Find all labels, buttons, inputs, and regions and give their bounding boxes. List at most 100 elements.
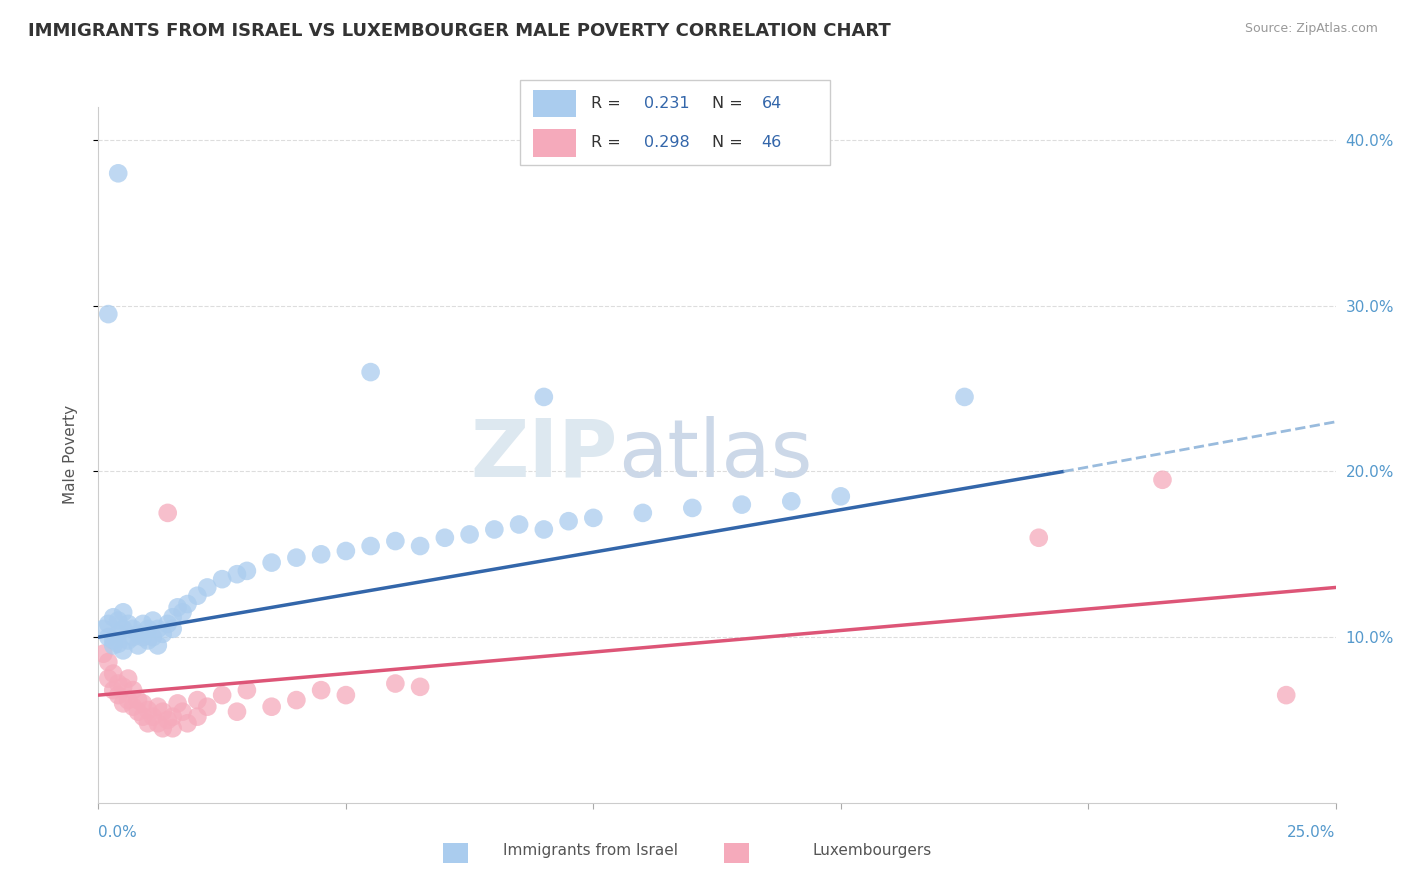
Text: R =: R = (592, 95, 626, 111)
Point (172, 705, 194, 719)
Point (830, 489, 852, 503)
Point (236, 683, 259, 698)
Point (122, 683, 145, 698)
Point (156, 616, 179, 631)
Point (260, 699, 283, 714)
Point (260, 556, 283, 570)
Point (186, 589, 208, 603)
Point (97, 630, 120, 644)
Point (136, 633, 159, 648)
Text: R =: R = (592, 136, 626, 151)
Point (122, 622, 145, 636)
Point (136, 703, 159, 717)
Point (211, 572, 233, 586)
Point (1028, 531, 1050, 545)
Point (162, 721, 184, 735)
Text: Luxembourgers: Luxembourgers (813, 843, 931, 858)
Point (127, 705, 149, 719)
Point (1275, 688, 1298, 702)
Point (172, 605, 194, 619)
Point (127, 627, 149, 641)
FancyBboxPatch shape (520, 80, 830, 165)
Point (93, 622, 115, 636)
Point (107, 637, 129, 651)
Point (127, 639, 149, 653)
Point (533, 523, 555, 537)
Point (146, 639, 169, 653)
Point (309, 683, 332, 698)
Point (142, 614, 165, 628)
Point (409, 539, 432, 553)
Point (186, 709, 208, 723)
Point (107, 166, 129, 180)
Point (166, 697, 188, 711)
Text: 25.0%: 25.0% (1288, 825, 1336, 840)
Text: atlas: atlas (619, 416, 813, 494)
Point (309, 547, 332, 561)
Point (93, 647, 115, 661)
Point (122, 630, 145, 644)
Point (136, 716, 159, 731)
FancyBboxPatch shape (533, 89, 576, 117)
Point (97, 672, 120, 686)
Text: N =: N = (711, 95, 748, 111)
Text: ZIP: ZIP (471, 416, 619, 494)
Point (117, 693, 139, 707)
Point (508, 517, 530, 532)
Point (285, 550, 308, 565)
Point (176, 597, 198, 611)
Point (142, 630, 165, 644)
Point (152, 627, 174, 641)
Point (132, 630, 155, 644)
Point (107, 614, 129, 628)
Y-axis label: Male Poverty: Male Poverty (63, 405, 77, 505)
Point (132, 709, 155, 723)
Point (97, 655, 120, 669)
Point (107, 627, 129, 641)
Point (226, 705, 249, 719)
Text: 0.0%: 0.0% (98, 825, 138, 840)
Point (156, 713, 179, 727)
Point (117, 672, 139, 686)
Point (132, 616, 155, 631)
Text: 0.231: 0.231 (644, 95, 689, 111)
Point (103, 639, 125, 653)
Point (166, 600, 188, 615)
Point (103, 633, 125, 648)
Point (112, 680, 135, 694)
Point (152, 721, 174, 735)
Point (681, 500, 703, 515)
Point (112, 643, 135, 657)
Point (136, 622, 159, 636)
Point (335, 688, 357, 702)
Point (146, 699, 169, 714)
Point (484, 523, 506, 537)
Point (195, 699, 218, 714)
Point (211, 688, 233, 702)
Point (107, 688, 129, 702)
Point (731, 498, 754, 512)
Point (360, 539, 382, 553)
Point (384, 676, 406, 690)
Point (631, 506, 654, 520)
Point (156, 506, 179, 520)
Point (195, 581, 218, 595)
Text: 64: 64 (762, 95, 782, 111)
Point (112, 605, 135, 619)
Point (1152, 473, 1174, 487)
Point (117, 616, 139, 631)
Point (112, 622, 135, 636)
Point (384, 534, 406, 549)
Point (557, 514, 579, 528)
Point (582, 511, 605, 525)
Point (226, 567, 249, 582)
Point (132, 697, 155, 711)
FancyBboxPatch shape (533, 129, 576, 157)
Point (360, 365, 382, 379)
Point (162, 622, 184, 636)
Point (433, 531, 456, 545)
Point (162, 610, 184, 624)
Point (533, 390, 555, 404)
Point (335, 544, 357, 558)
Point (103, 666, 125, 681)
